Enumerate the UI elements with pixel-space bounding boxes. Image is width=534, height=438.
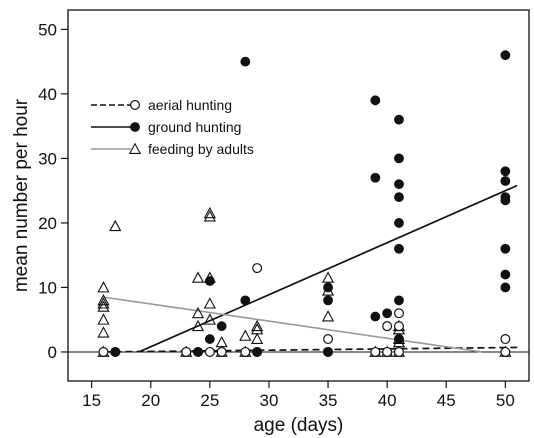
feeding-by-adults-point	[97, 297, 110, 309]
x-tick-label: 40	[378, 391, 397, 410]
feeding-by-adults-point	[97, 326, 110, 338]
aerial-hunting-point	[181, 346, 192, 357]
ground-hunting-point	[370, 95, 381, 106]
aerial-hunting-point	[370, 346, 381, 357]
ground-hunting-point	[370, 172, 381, 183]
ground-hunting-trend-line	[138, 184, 518, 353]
y-tick-label: 10	[38, 278, 57, 297]
aerial-hunting-point	[393, 346, 404, 357]
ground-hunting-point	[382, 308, 393, 319]
feeding-by-adults-point	[203, 210, 216, 222]
ground-hunting-point	[500, 282, 511, 293]
x-tick-label: 50	[496, 391, 515, 410]
y-tick-label: 0	[48, 343, 57, 362]
y-tick-label: 50	[38, 20, 57, 39]
aerial-hunting-point	[500, 346, 511, 357]
ground-hunting-point	[216, 321, 227, 332]
feeding-by-adults-point	[251, 332, 264, 345]
feeding-by-adults-point	[109, 219, 122, 232]
y-tick-label: 30	[38, 149, 57, 168]
aerial-hunting-point	[500, 334, 511, 345]
ground-hunting-point	[500, 176, 511, 186]
legend-label-aerial-hunting: aerial hunting	[148, 97, 232, 113]
y-axis-title: mean number per hour	[11, 98, 32, 292]
feeding-by-adults-point	[97, 300, 110, 312]
ground-hunting-point	[394, 295, 404, 306]
feeding-by-adults-point	[203, 206, 216, 219]
legend-marker-ground-hunting	[130, 122, 140, 132]
x-tick-label: 25	[200, 391, 219, 410]
feeding-by-adults-point	[251, 323, 264, 335]
trend-lines	[103, 184, 518, 353]
ground-hunting-point	[204, 276, 215, 286]
feeding-by-adults-point	[203, 313, 216, 325]
ground-hunting-point	[394, 153, 404, 164]
aerial-hunting-trend-line	[103, 346, 518, 353]
feeding-by-adults-point	[191, 271, 205, 283]
aerial-hunting-point	[393, 308, 404, 319]
aerial-hunting-point	[216, 346, 227, 357]
feeding-by-adults-point	[321, 271, 335, 283]
legend-marker-feeding-by-adults	[128, 142, 142, 154]
aerial-hunting-point	[382, 321, 393, 332]
aerial-hunting-point	[252, 263, 263, 274]
ground-hunting-point	[394, 192, 404, 203]
feeding-by-adults-point	[191, 306, 205, 319]
ground-hunting-point	[394, 218, 404, 228]
legend-marker-aerial-hunting	[130, 99, 141, 110]
data-points	[97, 50, 512, 357]
ground-hunting-point	[500, 195, 511, 206]
ground-hunting-point	[240, 56, 251, 67]
legend: aerial hunting ground hunting feeding by a…	[91, 97, 254, 157]
ground-hunting-point	[394, 243, 404, 254]
aerial-hunting-point	[393, 321, 404, 332]
x-tick-label: 35	[319, 391, 338, 410]
ground-hunting-point	[323, 347, 333, 357]
ground-hunting-point	[193, 347, 203, 357]
ground-hunting-point	[394, 179, 404, 190]
aerial-hunting-point	[323, 334, 334, 345]
ground-hunting-point	[500, 269, 511, 280]
feeding-by-adults-point	[97, 293, 110, 306]
feeding-by-adults-point	[321, 310, 335, 322]
feeding-by-adults-point	[97, 313, 110, 325]
ground-hunting-point	[110, 347, 121, 357]
legend-label-ground-hunting: ground hunting	[148, 119, 241, 135]
feeding-by-adults-point	[251, 319, 264, 332]
feeding-by-adults-point	[203, 297, 216, 309]
feeding-by-adults-point	[191, 319, 205, 332]
x-tick-label: 30	[259, 391, 278, 410]
plot-frame	[67, 9, 530, 382]
ground-hunting-point	[394, 334, 404, 344]
x-tick-label: 15	[82, 391, 101, 410]
feeding-by-adults-point	[215, 335, 228, 348]
x-axis-title: age (days)	[254, 415, 344, 436]
feeding-by-adults-trend-line	[103, 296, 482, 353]
y-tick-label: 40	[38, 85, 57, 104]
axis-ticks: 15 20 25 30 35 40 45 50 0 10 20 30 40 50	[38, 20, 515, 410]
ground-hunting-point	[204, 334, 215, 344]
x-tick-label: 20	[141, 391, 160, 410]
ground-hunting-point	[252, 347, 263, 357]
aerial-hunting-point	[240, 346, 251, 357]
aerial-hunting-point	[382, 346, 393, 357]
x-tick-label: 45	[437, 391, 456, 410]
ground-hunting-point	[240, 295, 251, 306]
aerial-hunting-point	[98, 346, 109, 357]
ground-hunting-point	[500, 166, 511, 177]
y-tick-label: 20	[38, 214, 57, 233]
feeding-by-adults-point	[239, 329, 252, 341]
ground-hunting-point	[323, 295, 333, 306]
ground-hunting-point	[500, 50, 511, 61]
ground-hunting-point	[323, 282, 333, 293]
ground-hunting-point	[370, 311, 381, 322]
ground-hunting-point	[500, 243, 511, 254]
feeding-by-adults-point	[97, 281, 110, 293]
legend-label-feeding-by-adults: feeding by adults	[148, 141, 254, 157]
ground-hunting-point	[394, 114, 404, 125]
aerial-hunting-point	[204, 346, 215, 357]
